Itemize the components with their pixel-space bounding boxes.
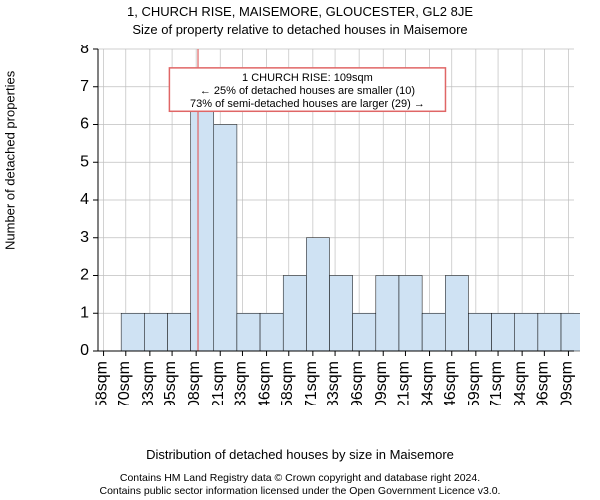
x-tick-label: 221sqm xyxy=(395,361,412,405)
bar xyxy=(399,276,422,352)
x-tick-label: 58sqm xyxy=(94,361,111,405)
footer-attribution: Contains HM Land Registry data © Crown c… xyxy=(0,472,600,498)
bar xyxy=(121,313,144,351)
x-tick-label: 121sqm xyxy=(210,361,227,405)
x-tick-label: 196sqm xyxy=(349,361,366,405)
bar xyxy=(561,313,580,351)
y-axis-label: Number of detached properties xyxy=(3,71,18,250)
annotation-line: 73% of semi-detached houses are larger (… xyxy=(190,98,425,110)
y-tick-label: 7 xyxy=(80,78,89,95)
x-tick-label: 296sqm xyxy=(534,361,551,405)
x-tick-label: 259sqm xyxy=(466,361,483,405)
annotation-line: 1 CHURCH RISE: 109sqm xyxy=(242,72,373,84)
x-tick-label: 171sqm xyxy=(303,361,320,405)
bar xyxy=(306,238,329,351)
y-tick-label: 0 xyxy=(80,342,89,359)
y-tick-label: 5 xyxy=(80,153,89,170)
y-tick-label: 2 xyxy=(80,267,89,284)
bar xyxy=(283,276,306,352)
bar xyxy=(144,313,167,351)
x-tick-label: 309sqm xyxy=(558,361,575,405)
annotation-line: ← 25% of detached houses are smaller (10… xyxy=(200,85,415,97)
x-tick-label: 246sqm xyxy=(442,361,459,405)
x-tick-label: 108sqm xyxy=(186,361,203,405)
x-tick-label: 146sqm xyxy=(257,361,274,405)
bar xyxy=(191,87,214,351)
x-tick-label: 133sqm xyxy=(232,361,249,405)
footer-line-2: Contains public sector information licen… xyxy=(0,485,600,498)
x-tick-label: 284sqm xyxy=(512,361,529,405)
bar xyxy=(515,313,538,351)
bar xyxy=(214,125,237,352)
bar xyxy=(260,313,283,351)
x-tick-label: 83sqm xyxy=(140,361,157,405)
x-tick-label: 234sqm xyxy=(420,361,437,405)
bar xyxy=(538,313,561,351)
y-tick-label: 4 xyxy=(80,191,89,208)
x-axis-label: Distribution of detached houses by size … xyxy=(0,447,600,462)
x-tick-label: 158sqm xyxy=(279,361,296,405)
bar xyxy=(492,313,515,351)
bar xyxy=(330,276,353,352)
y-tick-label: 1 xyxy=(80,304,89,321)
x-tick-label: 183sqm xyxy=(325,361,342,405)
x-tick-label: 70sqm xyxy=(116,361,133,405)
chart-title: 1, CHURCH RISE, MAISEMORE, GLOUCESTER, G… xyxy=(0,4,600,19)
bar xyxy=(445,276,468,352)
x-tick-label: 95sqm xyxy=(162,361,179,405)
x-tick-label: 209sqm xyxy=(373,361,390,405)
bar xyxy=(376,276,399,352)
bar xyxy=(468,313,491,351)
y-tick-label: 8 xyxy=(80,45,89,57)
bar xyxy=(353,313,376,351)
y-tick-label: 3 xyxy=(80,229,89,246)
bar xyxy=(167,313,190,351)
bar xyxy=(237,313,260,351)
histogram-plot: 0 1 2 3 4 5 6 7 8 58sqm 70sqm 83sqm 95sqm 108sqm 121sq… xyxy=(60,45,580,405)
chart-subtitle: Size of property relative to detached ho… xyxy=(0,22,600,37)
y-tick-label: 6 xyxy=(80,116,89,133)
footer-line-1: Contains HM Land Registry data © Crown c… xyxy=(0,472,600,485)
bars xyxy=(121,87,580,351)
x-tick-label: 271sqm xyxy=(488,361,505,405)
bar xyxy=(422,313,445,351)
